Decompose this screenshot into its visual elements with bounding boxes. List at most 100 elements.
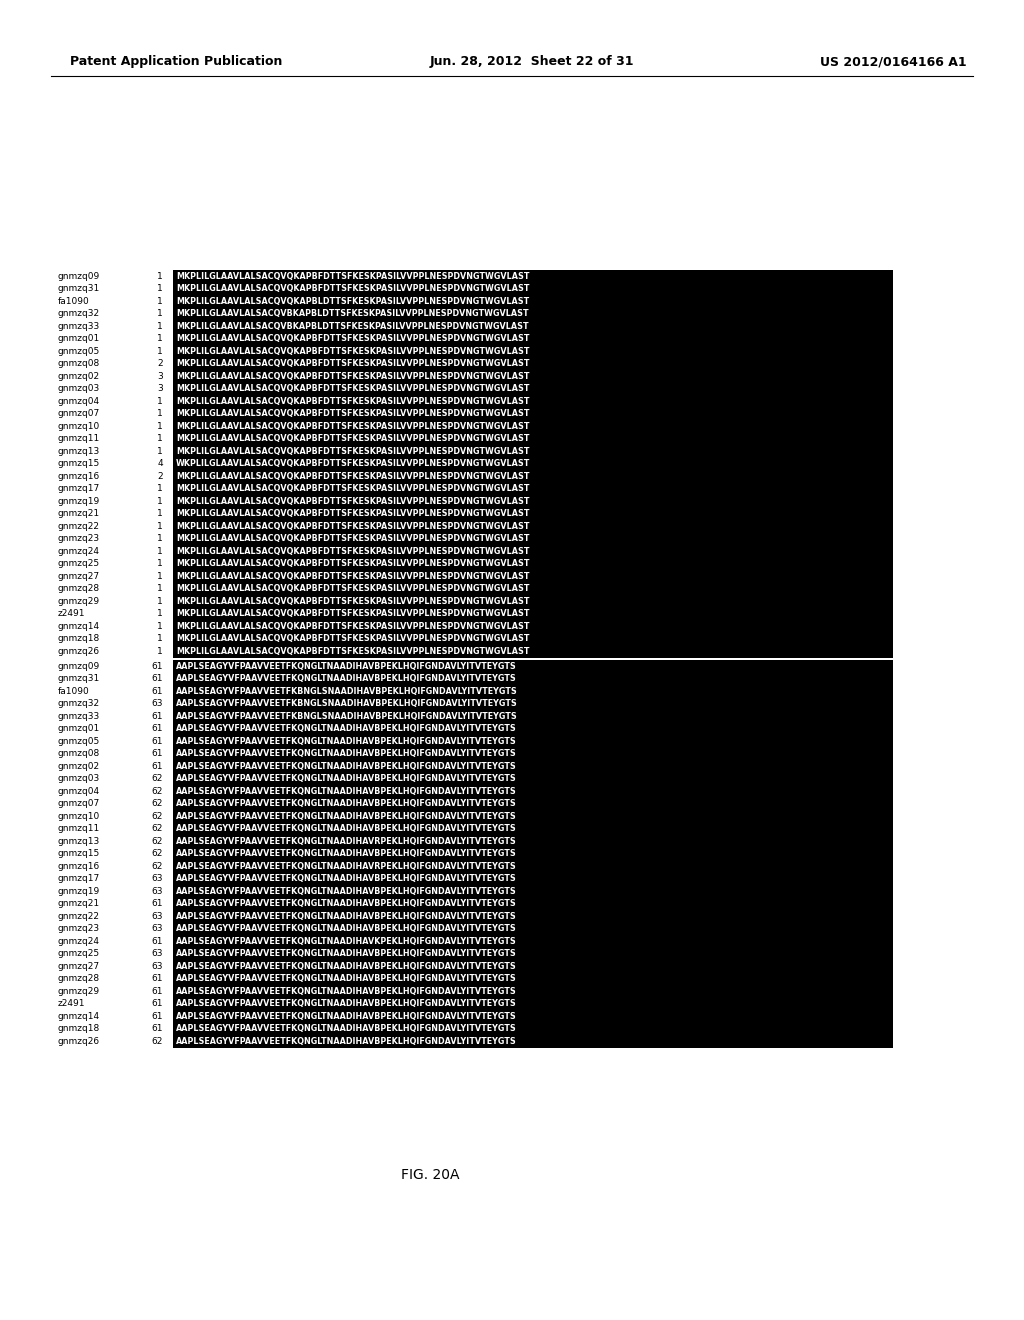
Text: gnmzq21: gnmzq21 [58,899,100,908]
Text: 1: 1 [158,484,163,494]
Text: 4: 4 [158,459,163,469]
Bar [173,470,893,483]
Bar [173,985,893,998]
Text: gnmzq25: gnmzq25 [58,949,100,958]
Text: 61: 61 [152,686,163,696]
Text: 1: 1 [158,434,163,444]
Bar [173,1010,893,1023]
Text: 62: 62 [152,812,163,821]
Text: MKPLILGLAAVLALSACQVBKAPBLDTTSFKESKPASILVVPPLNESPDVNGTWGVLAST: MKPLILGLAAVLALSACQVBKAPBLDTTSFKESKPASILV… [176,309,528,318]
Text: gnmzq01: gnmzq01 [58,725,100,733]
Text: z2491: z2491 [58,610,85,618]
Text: 63: 63 [152,924,163,933]
Text: gnmzq15: gnmzq15 [58,849,100,858]
Text: gnmzq21: gnmzq21 [58,510,100,519]
Text: fa1090: fa1090 [58,686,90,696]
Bar [173,507,893,520]
Text: gnmzq25: gnmzq25 [58,560,100,568]
Text: gnmzq18: gnmzq18 [58,634,100,643]
Bar [173,685,893,697]
Text: MKPLILGLAAVLALSACQVQKAPBFDTTSFKESKPASILVVPPLNESPDVNGTWGVLAST: MKPLILGLAAVLALSACQVQKAPBFDTTSFKESKPASILV… [176,560,529,568]
Text: AAPLSEAGYVFPAAVVEETFKQNGLTNAADIHAVBPEKLHQIFGNDAVLYITVTEYGTS: AAPLSEAGYVFPAAVVEETFKQNGLTNAADIHAVBPEKLH… [176,987,517,995]
Text: 1: 1 [158,521,163,531]
Text: gnmzq13: gnmzq13 [58,446,100,455]
Text: AAPLSEAGYVFPAAVVEETFKQNGLTNAADIHAVBPEKLHQIFGNDAVLYITVTEYGTS: AAPLSEAGYVFPAAVVEETFKQNGLTNAADIHAVBPEKLH… [176,912,517,921]
Text: 63: 63 [152,887,163,896]
Bar [173,898,893,909]
Text: gnmzq26: gnmzq26 [58,647,100,656]
Bar [173,948,893,960]
Text: 1: 1 [158,560,163,568]
Bar [173,735,893,747]
Bar [173,672,893,685]
Text: AAPLSEAGYVFPAAVVEETFKQNGLTNAADIHAVBPEKLHQIFGNDAVLYITVTEYGTS: AAPLSEAGYVFPAAVVEETFKQNGLTNAADIHAVBPEKLH… [176,924,517,933]
Text: AAPLSEAGYVFPAAVVEETFKQNGLTNAADIHAVBPEKLHQIFGNDAVLYITVTEYGTS: AAPLSEAGYVFPAAVVEETFKQNGLTNAADIHAVBPEKLH… [176,661,517,671]
Text: gnmzq31: gnmzq31 [58,284,100,293]
Bar [173,697,893,710]
Text: 61: 61 [152,725,163,733]
Text: 61: 61 [152,661,163,671]
Text: gnmzq17: gnmzq17 [58,484,100,494]
Text: gnmzq19: gnmzq19 [58,887,100,896]
Text: MKPLILGLAAVLALSACQVQKAPBFDTTSFKESKPASILVVPPLNESPDVNGTWGVLAST: MKPLILGLAAVLALSACQVQKAPBFDTTSFKESKPASILV… [176,434,529,444]
Text: 1: 1 [158,585,163,593]
Text: AAPLSEAGYVFPAAVVEETFKQNGLTNAADIHAVBPEKLHQIFGNDAVLYITVTEYGTS: AAPLSEAGYVFPAAVVEETFKQNGLTNAADIHAVBPEKLH… [176,675,517,684]
Bar [173,973,893,985]
Text: gnmzq11: gnmzq11 [58,434,100,444]
Text: 63: 63 [152,949,163,958]
Bar [173,1035,893,1048]
Text: MKPLILGLAAVLALSACQVQKAPBFDTTSFKESKPASILVVPPLNESPDVNGTWGVLAST: MKPLILGLAAVLALSACQVQKAPBFDTTSFKESKPASILV… [176,597,529,606]
Bar [173,660,893,672]
Bar [173,358,893,370]
Text: gnmzq24: gnmzq24 [58,546,100,556]
Text: AAPLSEAGYVFPAAVVEETFKQNGLTNAADIHAVBPEKLHQIFGNDAVLYITVTEYGTS: AAPLSEAGYVFPAAVVEETFKQNGLTNAADIHAVBPEKLH… [176,999,517,1008]
Text: AAPLSEAGYVFPAAVVEETFKQNGLTNAADIHAVKPEKLHQIFGNDAVLYITVTEYGTS: AAPLSEAGYVFPAAVVEETFKQNGLTNAADIHAVKPEKLH… [176,937,517,945]
Text: gnmzq01: gnmzq01 [58,334,100,343]
Bar [173,370,893,383]
Text: MKPLILGLAAVLALSACQVQKAPBFDTTSFKESKPASILVVPPLNESPDVNGTWGVLAST: MKPLILGLAAVLALSACQVQKAPBFDTTSFKESKPASILV… [176,484,529,494]
Text: MKPLILGLAAVLALSACQVQKAPBFDTTSFKESKPASILVVPPLNESPDVNGTWGVLAST: MKPLILGLAAVLALSACQVQKAPBFDTTSFKESKPASILV… [176,546,529,556]
Text: gnmzq10: gnmzq10 [58,422,100,430]
Text: gnmzq05: gnmzq05 [58,347,100,356]
Text: gnmzq04: gnmzq04 [58,397,100,405]
Text: gnmzq32: gnmzq32 [58,700,100,709]
Text: gnmzq24: gnmzq24 [58,937,100,945]
Text: gnmzq16: gnmzq16 [58,471,100,480]
Text: gnmzq22: gnmzq22 [58,912,100,921]
Bar [173,345,893,358]
Text: AAPLSEAGYVFPAAVVEETFKQNGLTNAADIHAVRPEKLHQIFGNDAVLYITVTEYGTS: AAPLSEAGYVFPAAVVEETFKQNGLTNAADIHAVRPEKLH… [176,862,517,871]
Text: gnmzq29: gnmzq29 [58,597,100,606]
Text: 62: 62 [152,862,163,871]
Bar [173,557,893,570]
Text: MKPLILGLAAVLALSACQVQKAPBFDTTSFKESKPASILVVPPLNESPDVNGTWGVLAST: MKPLILGLAAVLALSACQVQKAPBFDTTSFKESKPASILV… [176,622,529,631]
Text: FIG. 20A: FIG. 20A [400,1168,459,1181]
Text: AAPLSEAGYVFPAAVVEETFKQNGLTNAADIHAVBPEKLHQIFGNDAVLYITVTEYGTS: AAPLSEAGYVFPAAVVEETFKQNGLTNAADIHAVBPEKLH… [176,1011,517,1020]
Text: 1: 1 [158,546,163,556]
Bar [173,308,893,319]
Text: 1: 1 [158,347,163,356]
Text: 61: 61 [152,1024,163,1034]
Bar [173,747,893,760]
Text: MKPLILGLAAVLALSACQVQKAPBLDTTSFKESKPASILVVPPLNESPDVNGTWGVLAST: MKPLILGLAAVLALSACQVQKAPBLDTTSFKESKPASILV… [176,297,529,306]
Bar [173,909,893,923]
Text: MKPLILGLAAVLALSACQVQKAPBFDTTSFKESKPASILVVPPLNESPDVNGTWGVLAST: MKPLILGLAAVLALSACQVQKAPBFDTTSFKESKPASILV… [176,521,529,531]
Text: 1: 1 [158,610,163,618]
Text: 1: 1 [158,309,163,318]
Text: MKPLILGLAAVLALSACQVQKAPBFDTTSFKESKPASILVVPPLNESPDVNGTWGVLAST: MKPLILGLAAVLALSACQVQKAPBFDTTSFKESKPASILV… [176,446,529,455]
Text: 1: 1 [158,397,163,405]
Text: gnmzq19: gnmzq19 [58,496,100,506]
Text: AAPLSEAGYVFPAAVVEETFKQNGLTNAADIHAVBPEKLHQIFGNDAVLYITVTEYGTS: AAPLSEAGYVFPAAVVEETFKQNGLTNAADIHAVBPEKLH… [176,750,517,758]
Bar [173,923,893,935]
Text: gnmzq16: gnmzq16 [58,862,100,871]
Bar [173,760,893,772]
Text: US 2012/0164166 A1: US 2012/0164166 A1 [820,55,967,69]
Text: 61: 61 [152,987,163,995]
Text: gnmzq27: gnmzq27 [58,962,100,970]
Bar [173,797,893,810]
Text: 1: 1 [158,597,163,606]
Text: gnmzq23: gnmzq23 [58,535,100,544]
Text: 1: 1 [158,535,163,544]
Text: gnmzq05: gnmzq05 [58,737,100,746]
Bar [173,319,893,333]
Text: gnmzq33: gnmzq33 [58,711,100,721]
